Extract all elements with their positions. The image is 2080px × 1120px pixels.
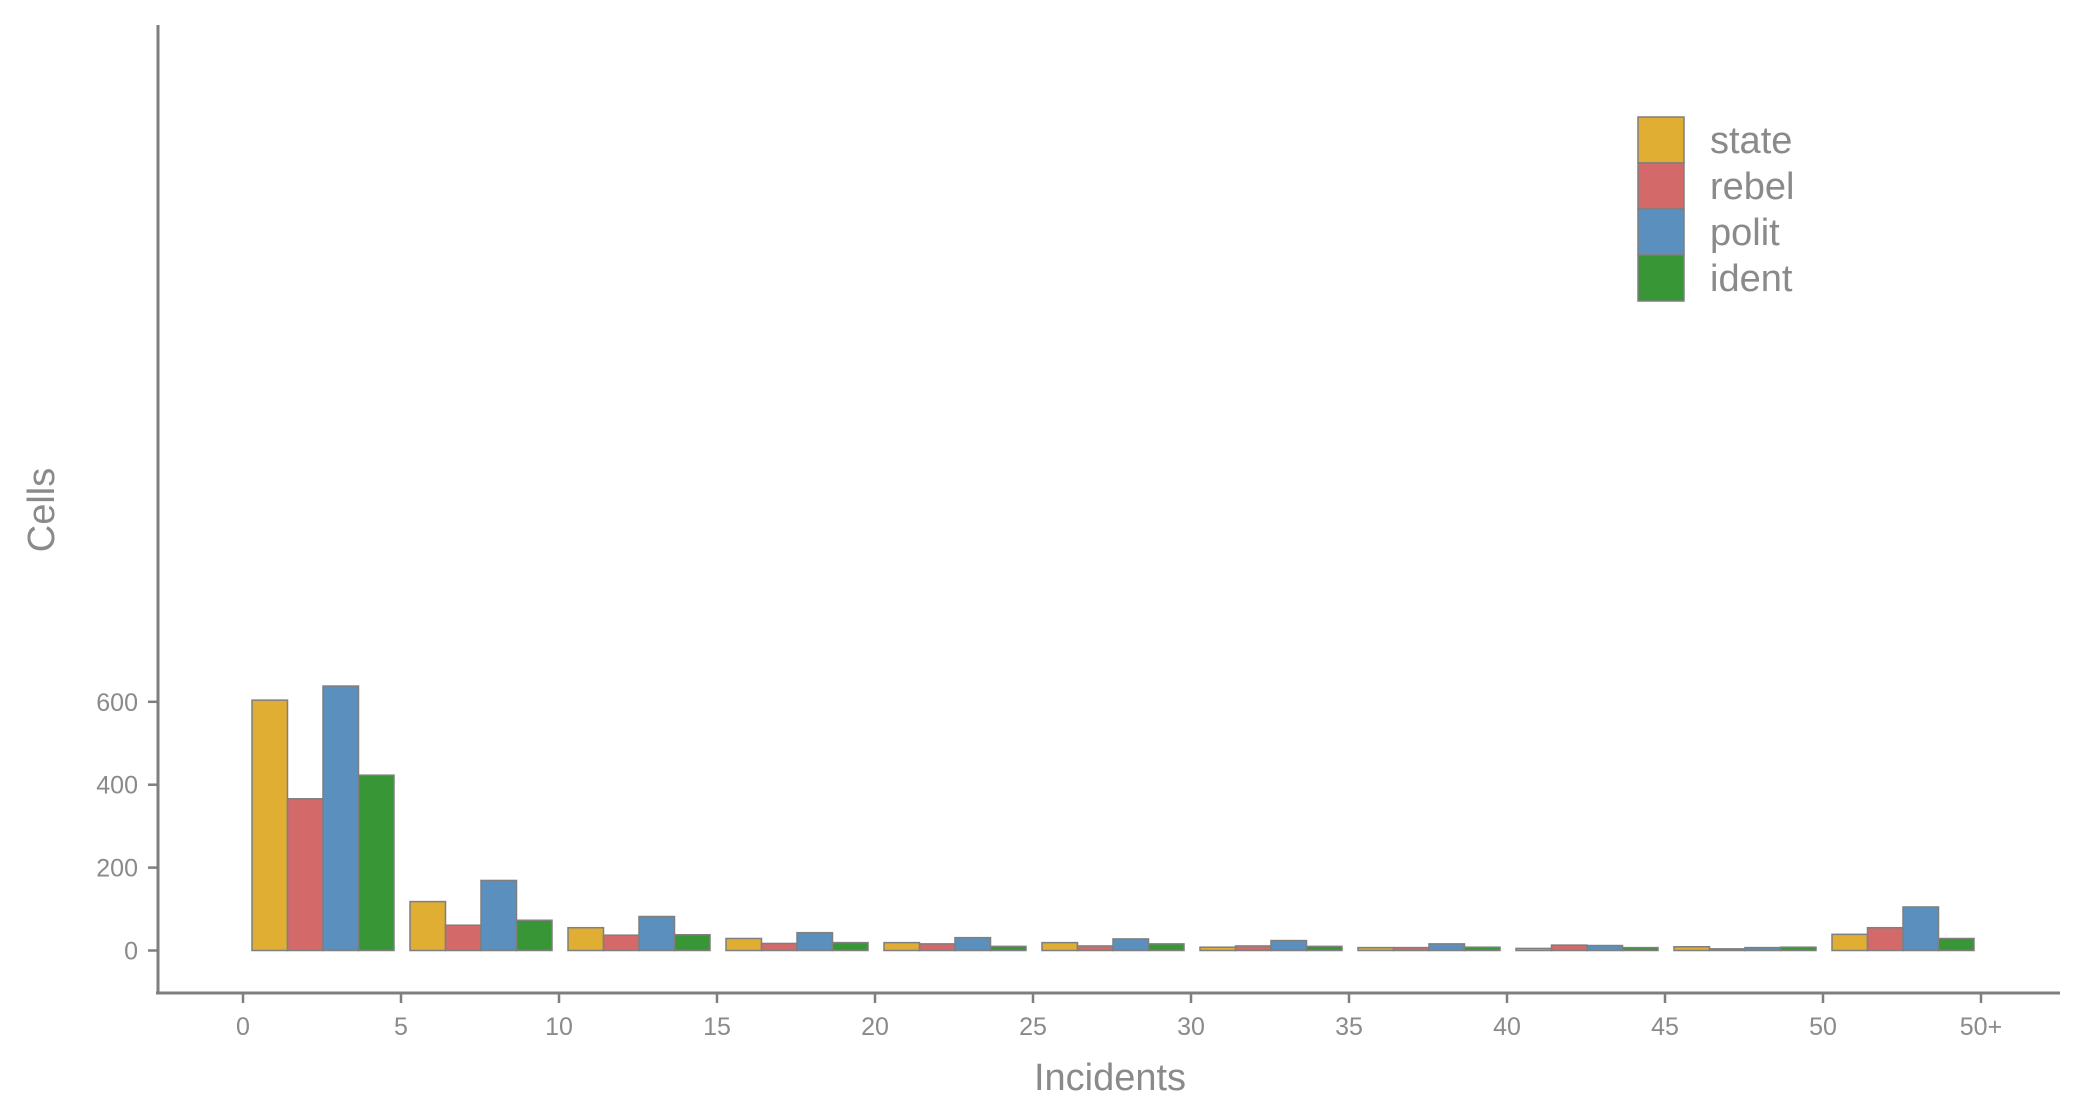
- x-tick-label: 50+: [1960, 1013, 2002, 1041]
- x-tick-label: 50: [1809, 1013, 1837, 1041]
- axes-layer: [156, 25, 2060, 995]
- legend-label-state: state: [1710, 120, 1792, 162]
- legend-key-state: [1637, 116, 1685, 164]
- x-tick-label: 40: [1493, 1013, 1521, 1041]
- y-axis-title: Cells: [21, 468, 63, 552]
- x-tick-label: 10: [545, 1013, 573, 1041]
- bar-ident-50+: [1937, 937, 1975, 952]
- bar-polit-35-40: [1428, 943, 1466, 952]
- bar-rebel-50+: [1866, 926, 1904, 952]
- bar-state-10-15: [567, 926, 605, 952]
- y-tick-label: 200: [96, 855, 138, 883]
- x-tick-label: 15: [703, 1013, 731, 1041]
- bar-ident-25-30: [1147, 943, 1185, 952]
- legend-key-polit: [1637, 208, 1685, 256]
- legend-label-ident: ident: [1710, 258, 1793, 300]
- bar-polit-15-20: [796, 931, 834, 952]
- bar-state-20-25: [883, 941, 921, 952]
- legend-label-rebel: rebel: [1710, 166, 1795, 208]
- bar-rebel-45-50: [1708, 948, 1746, 952]
- bar-state-15-20: [725, 937, 763, 952]
- y-ticks: 0 200 400 600: [96, 689, 158, 966]
- bar-rebel-40-45: [1550, 944, 1588, 952]
- legend-label-polit: polit: [1710, 212, 1780, 254]
- x-tick-label: 35: [1335, 1013, 1363, 1041]
- bar-polit-50+: [1902, 906, 1940, 952]
- legend-key-ident: [1637, 254, 1685, 302]
- bar-polit-5-10: [480, 879, 518, 952]
- x-tick-label: 0: [236, 1013, 250, 1041]
- bar-state-35-40: [1357, 946, 1395, 952]
- x-ticks: 0 5 10 15 20 25 30 35 40 45 50 50+: [236, 993, 2002, 1041]
- y-tick-label: 400: [96, 772, 138, 800]
- x-tick-label: 5: [394, 1013, 408, 1041]
- bar-state-40-45: [1515, 947, 1553, 952]
- bar-ident-35-40: [1463, 946, 1501, 952]
- bar-rebel-20-25: [918, 943, 956, 952]
- x-tick-label: 20: [861, 1013, 889, 1041]
- x-axis-title: Incidents: [1034, 1057, 1186, 1099]
- bar-ident-45-50: [1779, 946, 1817, 952]
- bar-state-25-30: [1041, 941, 1079, 952]
- bar-rebel-10-15: [602, 934, 640, 952]
- x-tick-label: 45: [1651, 1013, 1679, 1041]
- bar-rebel-5-10: [444, 924, 482, 952]
- bar-ident-30-35: [1305, 945, 1343, 952]
- bar-rebel-30-35: [1234, 945, 1272, 952]
- bar-ident-5-10: [515, 919, 553, 952]
- y-tick-label: 600: [96, 689, 138, 717]
- bar-rebel-35-40: [1392, 946, 1430, 952]
- bar-polit-20-25: [954, 936, 992, 952]
- bar-polit-10-15: [638, 915, 676, 952]
- bar-state-45-50: [1673, 946, 1711, 952]
- bar-state-0-5: [251, 699, 289, 952]
- bar-polit-40-45: [1586, 944, 1624, 952]
- x-tick-label: 25: [1019, 1013, 1047, 1041]
- bar-rebel-25-30: [1076, 945, 1114, 952]
- bar-ident-40-45: [1621, 946, 1659, 952]
- bar-polit-0-5: [322, 685, 360, 952]
- bar-polit-25-30: [1112, 938, 1150, 952]
- bar-state-50+: [1831, 933, 1869, 952]
- bar-ident-20-25: [989, 945, 1027, 952]
- x-tick-label: 30: [1177, 1013, 1205, 1041]
- bar-state-5-10: [409, 900, 447, 952]
- bar-rebel-0-5: [286, 798, 324, 952]
- bar-polit-30-35: [1270, 939, 1308, 952]
- bar-state-30-35: [1199, 946, 1237, 952]
- bars-layer: [251, 685, 1975, 952]
- legend-key-rebel: [1637, 162, 1685, 210]
- bar-ident-10-15: [673, 933, 711, 952]
- bar-polit-45-50: [1744, 946, 1782, 952]
- bar-ident-0-5: [357, 774, 395, 952]
- bar-rebel-15-20: [760, 942, 798, 952]
- bar-ident-15-20: [831, 941, 869, 952]
- y-tick-label: 0: [124, 938, 138, 966]
